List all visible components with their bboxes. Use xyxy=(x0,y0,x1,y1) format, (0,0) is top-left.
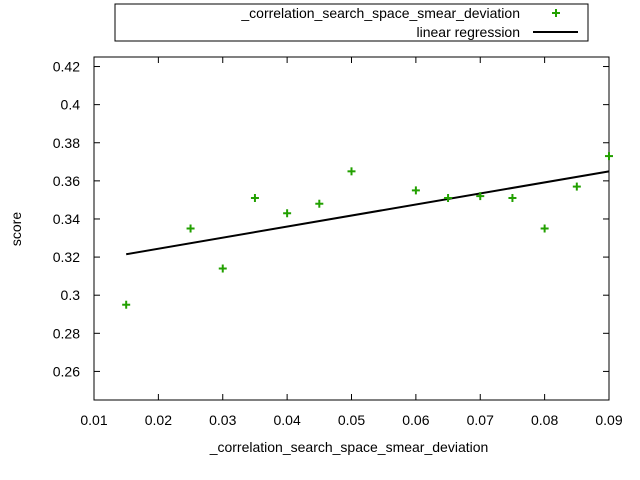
x-tick-label: 0.09 xyxy=(595,412,622,428)
data-point xyxy=(444,194,453,203)
y-tick-label: 0.42 xyxy=(53,59,80,75)
data-point xyxy=(572,182,581,191)
legend: _correlation_search_space_smear_deviatio… xyxy=(114,3,589,42)
y-tick-label: 0.38 xyxy=(53,135,80,151)
y-tick-label: 0.26 xyxy=(53,363,80,379)
x-tick-label: 0.03 xyxy=(209,412,236,428)
y-tick-label: 0.36 xyxy=(53,173,80,189)
x-tick-label: 0.01 xyxy=(80,412,107,428)
legend-box xyxy=(114,3,589,42)
data-point xyxy=(476,192,485,201)
data-point xyxy=(347,167,356,176)
data-point xyxy=(122,300,131,309)
x-tick-label: 0.05 xyxy=(338,412,365,428)
points-series xyxy=(122,152,613,309)
data-point xyxy=(540,224,549,233)
x-tick-label: 0.06 xyxy=(402,412,429,428)
legend-label-regression: linear regression xyxy=(417,24,521,40)
regression-line xyxy=(126,170,610,256)
y-tick-labels: 0.26 0.28 0.3 0.32 0.34 0.36 0.38 0.4 0.42 xyxy=(53,59,80,380)
x-tick-labels: 0.01 0.02 0.03 0.04 0.05 0.06 0.07 0.08 0.09 xyxy=(80,412,622,428)
x-tick-label: 0.04 xyxy=(274,412,301,428)
plot-frame xyxy=(93,56,610,401)
y-tick-label: 0.4 xyxy=(61,97,81,113)
data-point xyxy=(250,194,259,203)
data-point xyxy=(283,209,292,218)
data-point xyxy=(186,224,195,233)
data-point xyxy=(218,264,227,273)
x-tick-label: 0.07 xyxy=(467,412,494,428)
axis-ticks xyxy=(93,57,610,400)
x-tick-label: 0.08 xyxy=(531,412,558,428)
y-tick-label: 0.32 xyxy=(53,249,80,265)
y-axis-title: score xyxy=(8,212,24,246)
data-point xyxy=(508,194,517,203)
x-axis-title: _correlation_search_space_smear_deviatio… xyxy=(209,439,489,455)
y-tick-label: 0.28 xyxy=(53,325,80,341)
y-tick-label: 0.3 xyxy=(61,287,81,303)
data-point xyxy=(605,152,613,161)
x-tick-label: 0.02 xyxy=(145,412,172,428)
legend-label-points: _correlation_search_space_smear_deviatio… xyxy=(240,5,520,21)
legend-plus-marker xyxy=(552,9,560,17)
data-point xyxy=(315,199,324,208)
legend-marker-points xyxy=(552,9,560,17)
y-tick-label: 0.34 xyxy=(53,211,80,227)
data-point xyxy=(411,186,420,195)
regression-series xyxy=(126,170,610,256)
